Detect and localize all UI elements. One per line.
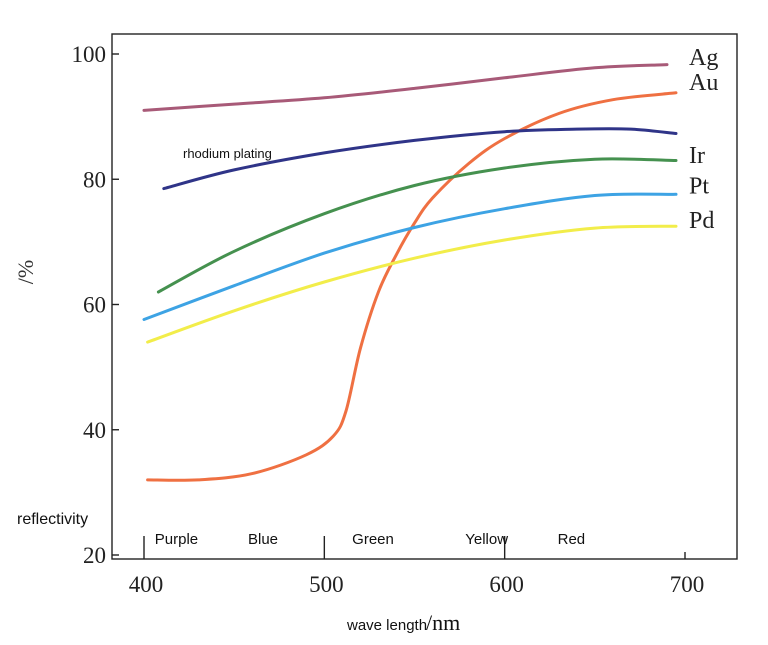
legend-label-pt: Pt <box>689 174 709 200</box>
x-tick-label: 700 <box>670 572 705 597</box>
y-axis-unit: /% <box>13 260 38 284</box>
series-line-ir <box>162 127 678 191</box>
band-label-red: Red <box>558 531 586 548</box>
band-label-yellow: Yellow <box>465 531 508 548</box>
y-axis-label: reflectivity <box>17 511 88 528</box>
y-tick-label: 40 <box>83 418 106 443</box>
legend-label-ag: Ag <box>689 45 718 71</box>
legend-label-au: Au <box>689 70 718 96</box>
rhodium-plating-annotation: rhodium plating <box>183 146 272 161</box>
x-tick-label: 600 <box>489 572 524 597</box>
x-axis-unit: /nm <box>426 610 460 635</box>
x-axis-label: wave length <box>346 617 427 634</box>
series-line-au <box>146 91 678 482</box>
x-tick-label: 500 <box>309 572 344 597</box>
series-line-pt <box>142 192 678 321</box>
series-line-pd <box>146 224 678 344</box>
band-label-blue: Blue <box>248 531 278 548</box>
series-line-ag <box>142 63 669 112</box>
x-tick-label: 400 <box>129 572 164 597</box>
legend-label-pd: Pd <box>689 208 714 234</box>
series-line-rh <box>156 157 678 294</box>
y-tick-label: 60 <box>83 293 106 318</box>
y-tick-label: 20 <box>83 543 106 568</box>
legend-label-ir: Ir <box>689 143 705 169</box>
y-tick-label: 100 <box>72 42 107 67</box>
plot-frame <box>111 33 738 560</box>
band-label-green: Green <box>352 531 394 548</box>
band-label-purple: Purple <box>155 531 198 548</box>
y-tick-label: 80 <box>83 167 106 192</box>
